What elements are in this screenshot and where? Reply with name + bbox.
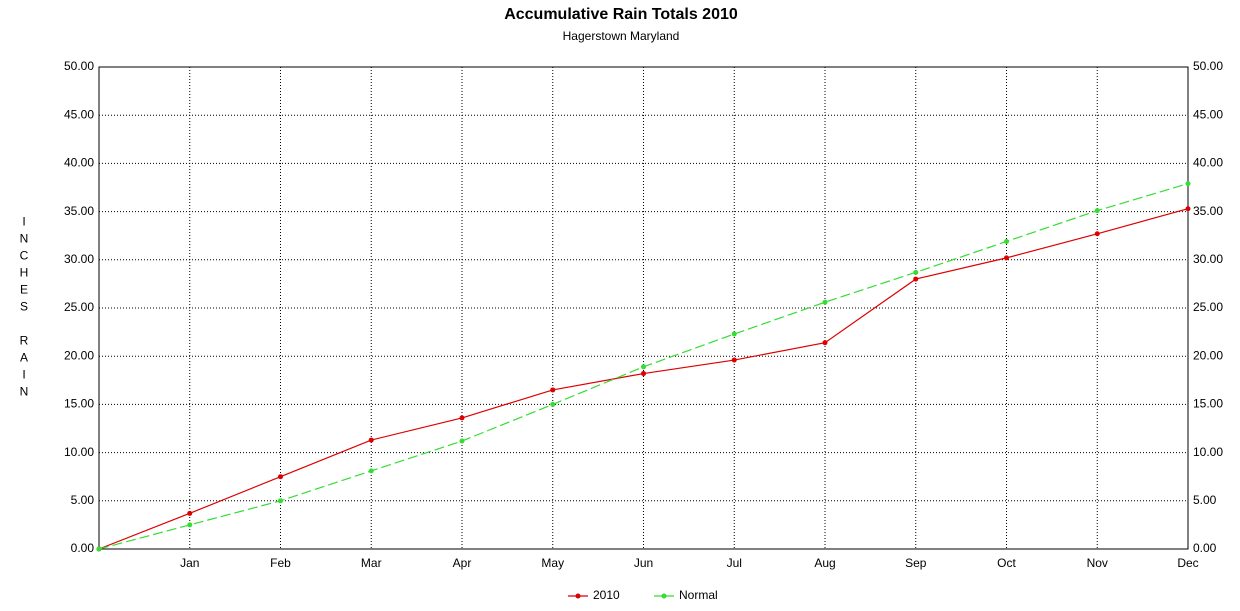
legend-label: 2010: [593, 588, 620, 602]
legend-marker: [575, 593, 581, 599]
y2-tick-label: 30.00: [1193, 252, 1223, 266]
data-point: [822, 340, 828, 346]
x-tick-label: Sep: [905, 556, 927, 570]
y2-tick-label: 0.00: [1193, 541, 1217, 555]
data-point: [641, 371, 646, 377]
chart-subtitle: Hagerstown Maryland: [563, 29, 680, 43]
data-point: [913, 276, 919, 282]
y-tick-label: 25.00: [64, 300, 94, 314]
data-point: [187, 510, 193, 516]
y-tick-label: 0.00: [71, 541, 95, 555]
y2-tick-label: 10.00: [1193, 445, 1223, 459]
y-tick-label: 40.00: [64, 156, 94, 170]
x-tick-label: Nov: [1087, 556, 1108, 570]
y-tick-label: 35.00: [64, 204, 94, 218]
data-point: [1004, 238, 1009, 244]
y-tick-label: 10.00: [64, 445, 94, 459]
data-point: [96, 546, 102, 552]
y2-tick-label: 35.00: [1193, 204, 1223, 218]
data-point: [459, 438, 465, 444]
x-tick-label: Dec: [1177, 556, 1198, 570]
legend-marker: [661, 593, 667, 599]
x-tick-label: Oct: [997, 556, 1016, 570]
y-tick-label: 50.00: [64, 59, 94, 73]
y2-tick-label: 5.00: [1193, 493, 1217, 507]
data-point: [913, 269, 919, 275]
x-tick-label: May: [541, 556, 564, 570]
data-point: [550, 387, 556, 393]
data-point: [1185, 181, 1191, 187]
data-point: [187, 522, 193, 528]
legend-item: Normal: [654, 588, 718, 602]
y2-tick-label: 25.00: [1193, 300, 1223, 314]
x-tick-label: Apr: [453, 556, 472, 570]
y-tick-label: 45.00: [64, 107, 94, 121]
y2-tick-label: 20.00: [1193, 348, 1223, 362]
data-point: [822, 299, 828, 305]
data-point: [278, 498, 283, 504]
data-point: [731, 357, 737, 363]
data-point: [459, 415, 465, 421]
x-tick-label: Jun: [634, 556, 653, 570]
data-point: [1094, 208, 1100, 214]
y2-tick-label: 50.00: [1193, 59, 1223, 73]
x-tick-label: Feb: [270, 556, 291, 570]
data-point: [1094, 231, 1100, 237]
y-tick-label: 5.00: [71, 493, 95, 507]
chart-title: Accumulative Rain Totals 2010: [504, 6, 738, 23]
y-axis-label: INCHES RAIN: [17, 215, 31, 402]
data-point: [641, 364, 646, 370]
y2-tick-label: 15.00: [1193, 397, 1223, 411]
data-point: [368, 468, 374, 474]
y2-tick-label: 45.00: [1193, 107, 1223, 121]
data-point: [368, 437, 374, 443]
data-point: [550, 401, 556, 407]
x-tick-label: Mar: [361, 556, 382, 570]
data-point: [731, 331, 737, 337]
y-tick-label: 15.00: [64, 397, 94, 411]
legend-label: Normal: [679, 588, 718, 602]
data-point: [1004, 255, 1009, 261]
x-tick-label: Jan: [180, 556, 199, 570]
legend-item: 2010: [568, 588, 620, 602]
y-tick-label: 30.00: [64, 252, 94, 266]
x-tick-label: Aug: [814, 556, 835, 570]
data-point: [1185, 206, 1191, 212]
data-point: [278, 474, 283, 480]
y-tick-label: 20.00: [64, 348, 94, 362]
x-tick-label: Jul: [727, 556, 742, 570]
plot-border: [98, 66, 1189, 550]
y2-tick-label: 40.00: [1193, 156, 1223, 170]
